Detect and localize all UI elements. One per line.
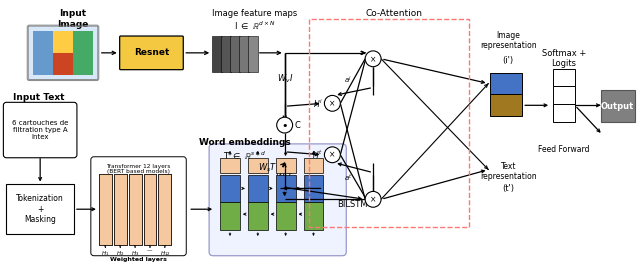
Text: ×: ×	[370, 195, 376, 204]
Bar	[490, 94, 522, 116]
Bar	[303, 174, 323, 202]
Bar	[114, 174, 127, 245]
Text: $W_v I$: $W_v I$	[276, 73, 292, 85]
Bar	[553, 69, 575, 87]
Bar	[6, 184, 74, 234]
Circle shape	[365, 51, 381, 67]
Circle shape	[365, 191, 381, 207]
Circle shape	[276, 117, 292, 133]
Circle shape	[324, 95, 340, 111]
FancyBboxPatch shape	[120, 36, 183, 70]
Text: Transformer 12 layers
(BERT based models): Transformer 12 layers (BERT based models…	[106, 164, 171, 174]
Bar	[303, 202, 323, 230]
Text: Softmax +
Logits: Softmax + Logits	[542, 49, 586, 68]
Text: Tokenization
+
Masking: Tokenization + Masking	[16, 194, 64, 224]
FancyBboxPatch shape	[3, 102, 77, 158]
Bar	[239, 36, 249, 72]
Text: Text
representation: Text representation	[480, 162, 536, 181]
Text: 6 cartouches de
filtration type A
Intex: 6 cartouches de filtration type A Intex	[12, 120, 68, 140]
Text: $W_s T$: $W_s T$	[258, 162, 277, 174]
Bar	[248, 202, 268, 230]
Circle shape	[324, 147, 340, 163]
Bar	[220, 174, 240, 202]
Bar	[143, 174, 156, 245]
Text: —: —	[147, 249, 153, 254]
Bar	[220, 202, 240, 230]
Text: $a^i$: $a^i$	[344, 75, 352, 86]
Text: ×: ×	[370, 55, 376, 64]
Text: •: •	[282, 121, 288, 131]
Text: $H^t$: $H^t$	[312, 148, 323, 161]
Bar	[212, 36, 222, 72]
Text: $a^t$: $a^t$	[344, 172, 353, 183]
Text: Weighted layers: Weighted layers	[110, 257, 167, 262]
Text: $H_2$: $H_2$	[116, 249, 124, 258]
Bar	[99, 174, 112, 245]
Text: Image feature maps: Image feature maps	[212, 9, 298, 18]
Text: $W_s T$: $W_s T$	[275, 172, 294, 184]
Text: Image
representation: Image representation	[480, 31, 536, 50]
Text: (t'): (t')	[502, 184, 515, 193]
Bar	[129, 174, 141, 245]
FancyBboxPatch shape	[91, 157, 186, 256]
Bar	[490, 73, 522, 94]
Bar	[53, 53, 73, 75]
Text: $H_3$: $H_3$	[131, 249, 139, 258]
Text: Input Text: Input Text	[13, 94, 65, 102]
Bar	[33, 31, 53, 75]
Text: Word embeddings: Word embeddings	[199, 138, 291, 147]
Text: Feed Forward: Feed Forward	[538, 145, 589, 154]
Bar	[276, 174, 296, 202]
Bar	[143, 174, 156, 245]
Bar	[601, 91, 634, 122]
Text: ×: ×	[329, 151, 335, 160]
Text: C: C	[294, 121, 300, 130]
Bar	[553, 104, 575, 122]
Text: BILSTM: BILSTM	[337, 200, 368, 209]
Bar	[553, 87, 575, 104]
Text: T $\in$ $\mathbb{R}^{s\times d}$: T $\in$ $\mathbb{R}^{s\times d}$	[223, 150, 267, 162]
Text: Resnet: Resnet	[134, 48, 169, 57]
Bar	[159, 174, 172, 245]
Bar	[276, 202, 296, 230]
Text: $H_1$: $H_1$	[101, 249, 109, 258]
Bar	[129, 174, 141, 245]
Bar	[248, 174, 268, 202]
Text: $H_{12}$: $H_{12}$	[159, 249, 170, 258]
Bar	[221, 36, 231, 72]
Text: Co-Attention: Co-Attention	[365, 9, 422, 18]
Text: Output: Output	[601, 102, 634, 111]
Text: I $\in$ $\mathbb{R}^{d\times N}$: I $\in$ $\mathbb{R}^{d\times N}$	[234, 19, 276, 32]
Bar	[99, 174, 112, 245]
FancyBboxPatch shape	[209, 144, 346, 256]
Bar	[73, 31, 93, 75]
Bar	[248, 158, 268, 173]
Bar	[303, 158, 323, 173]
Text: Input
Image: Input Image	[57, 9, 88, 29]
FancyBboxPatch shape	[28, 25, 99, 81]
Text: (i'): (i')	[502, 56, 514, 65]
Bar	[230, 36, 240, 72]
Bar	[114, 174, 127, 245]
Text: ×: ×	[329, 99, 335, 108]
Bar	[248, 36, 258, 72]
Bar	[220, 158, 240, 173]
Bar	[53, 31, 73, 53]
Bar	[159, 174, 172, 245]
Text: $H^i$: $H^i$	[312, 97, 323, 110]
Bar	[276, 158, 296, 173]
